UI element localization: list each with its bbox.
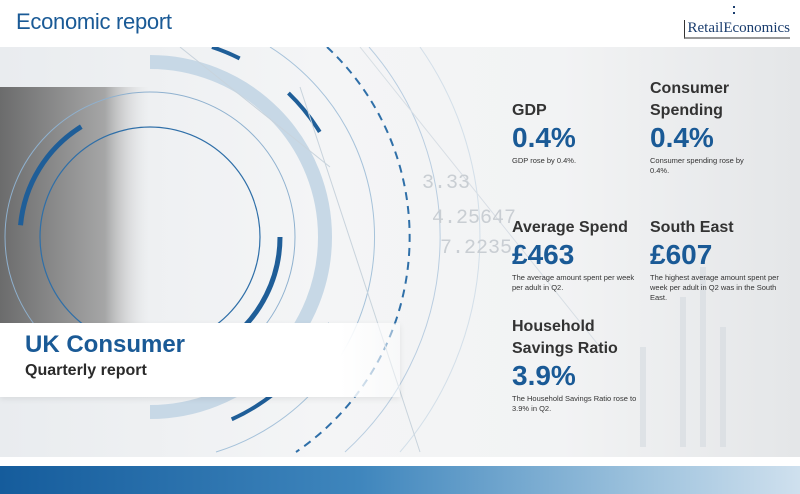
background-number: 3.33 — [422, 172, 471, 195]
arc — [399, 47, 481, 453]
stat-value: 3.9% — [512, 360, 576, 391]
stat-label: Consumer Spending — [650, 80, 730, 119]
logo-text: RetailEconomics — [683, 20, 790, 39]
retail-economics-logo: RetailEconomics — [670, 6, 790, 42]
arc — [149, 47, 352, 439]
stat-description: Consumer spending rose by 0.4%. — [650, 156, 744, 175]
report-title: UK Consumer — [25, 331, 186, 358]
arc — [295, 47, 411, 453]
stat-description: The Household Savings Ratio rose to 3.9%… — [512, 394, 637, 413]
stat-average-spend: Average Spend £463 The average amount sp… — [512, 217, 647, 293]
stat-description: GDP rose by 0.4%. — [512, 156, 577, 165]
footer-gradient-bar — [0, 466, 800, 494]
stat-value: 0.4% — [512, 122, 576, 153]
line — [359, 47, 601, 348]
logo-dots-icon — [733, 6, 736, 20]
stat-label: Average Spend — [512, 219, 628, 236]
stat-gdp: GDP 0.4% GDP rose by 0.4%. — [512, 100, 652, 166]
hero-background: 3.33 4.25647 7.2235 UK Consumer Quarterl… — [0, 47, 800, 457]
stat-label: GDP — [512, 102, 547, 119]
stat-description: The highest average amount spent per wee… — [650, 273, 779, 302]
stat-value: £463 — [512, 239, 575, 270]
arc — [17, 104, 283, 370]
line — [179, 47, 331, 168]
stat-label: South East — [650, 219, 734, 236]
stat-south-east: South East £607 The highest average amou… — [650, 217, 790, 303]
stat-consumer-spending: Consumer Spending 0.4% Consumer spending… — [650, 78, 760, 176]
page-title: Economic report — [16, 9, 172, 34]
stat-value: £607 — [650, 239, 713, 270]
report-subtitle: Quarterly report — [25, 362, 147, 379]
header: Economic report RetailEconomics — [0, 0, 800, 47]
title-band: UK Consumer Quarterly report — [0, 323, 400, 397]
footer-gap — [0, 457, 800, 466]
arc — [215, 47, 376, 453]
background-number: 4.25647 — [432, 207, 517, 230]
stat-value: 0.4% — [650, 122, 714, 153]
stat-household-savings-ratio: Household Savings Ratio 3.9% The Househo… — [512, 316, 637, 414]
line — [299, 86, 421, 453]
stat-label: Household Savings Ratio — [512, 318, 618, 357]
background-number: 7.2235 — [440, 237, 513, 260]
arc — [344, 47, 441, 453]
stat-description: The average amount spent per week per ad… — [512, 273, 635, 292]
circuit-arcs-graphic — [0, 47, 726, 453]
